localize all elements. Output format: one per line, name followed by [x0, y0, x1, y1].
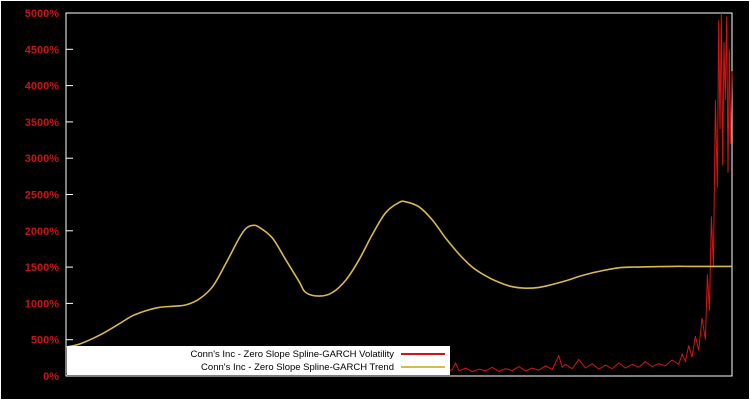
legend-line-sample-trend [401, 366, 445, 368]
legend-label-volatility: Conn's Inc - Zero Slope Spline-GARCH Vol… [190, 348, 394, 360]
legend-item-volatility: Conn's Inc - Zero Slope Spline-GARCH Vol… [72, 348, 445, 361]
y-tick-label: 500% [31, 335, 59, 347]
y-tick-label: 1500% [25, 262, 59, 274]
legend-label-trend: Conn's Inc - Zero Slope Spline-GARCH Tre… [201, 361, 394, 373]
legend-item-trend: Conn's Inc - Zero Slope Spline-GARCH Tre… [72, 361, 445, 374]
legend-line-sample-volatility [401, 353, 445, 355]
y-tick-label: 3500% [25, 117, 59, 129]
series-lines [65, 12, 733, 375]
y-tick-label: 2500% [25, 190, 59, 202]
y-tick-label: 1000% [25, 298, 59, 310]
y-tick-label: 4500% [25, 44, 59, 56]
y-tick-label: 3000% [25, 153, 59, 165]
plot-border [65, 12, 733, 377]
y-tick-label: 5000% [25, 8, 59, 20]
y-tick-label: 4000% [25, 81, 59, 93]
y-axis: 0% 500% 1000% 1500% 2000% 2500% 3000% 3500% 4000… [25, 8, 73, 383]
y-tick-label: 0% [43, 371, 59, 383]
legend: Conn's Inc - Zero Slope Spline-GARCH Vol… [67, 346, 450, 375]
volatility-line [65, 12, 733, 375]
trend-line [65, 200, 732, 348]
y-tick-label: 2000% [25, 226, 59, 238]
